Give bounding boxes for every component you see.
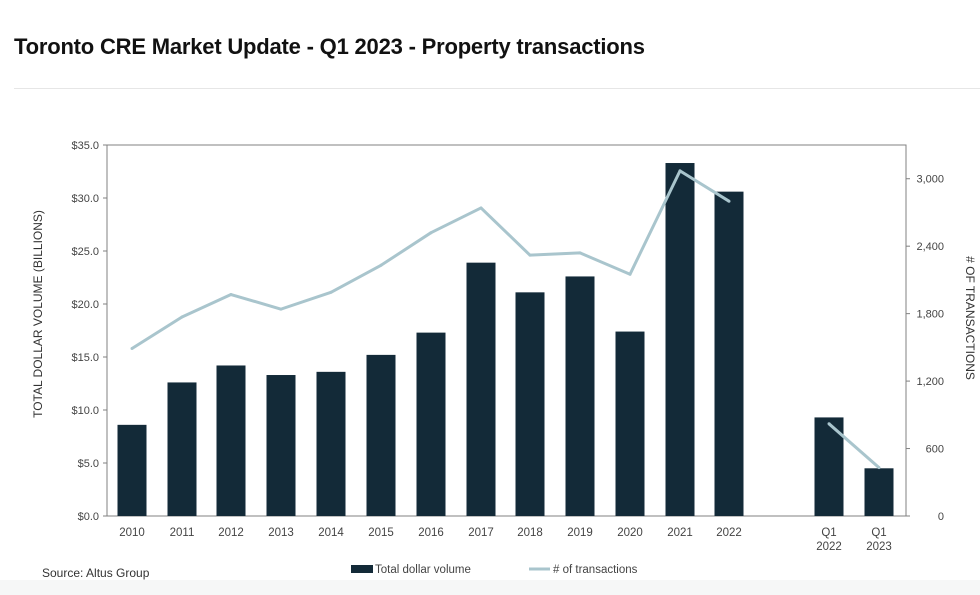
legend-label-total-dollar-volume: Total dollar volume — [375, 564, 471, 576]
footer-band — [0, 580, 980, 595]
legend-label-transactions: # of transactions — [553, 564, 638, 576]
y2-tick-label: 3,000 — [916, 174, 944, 186]
y-tick-label: $5.0 — [78, 458, 99, 470]
x-tick-label: 2019 — [567, 527, 593, 539]
y2-tick-label: 0 — [938, 511, 944, 523]
bar-total-dollar-volume — [515, 292, 545, 516]
bar-total-dollar-volume — [167, 382, 197, 516]
x-tick-label: 2013 — [268, 527, 294, 539]
y2-tick-label: 1,200 — [916, 376, 944, 388]
bar-total-dollar-volume — [565, 276, 595, 516]
point-transactions — [379, 263, 383, 267]
bar-total-dollar-volume — [416, 332, 446, 516]
bar-total-dollar-volume — [117, 424, 147, 516]
x-tick-label: 2020 — [617, 527, 643, 539]
x-tick-label: 2021 — [667, 527, 693, 539]
bar-total-dollar-volume — [714, 191, 744, 516]
bar-total-dollar-volume — [316, 371, 346, 516]
y-tick-label: $10.0 — [71, 405, 99, 417]
x-tick-label: 2018 — [517, 527, 543, 539]
x-tick-label: 2016 — [418, 527, 444, 539]
point-transactions — [329, 290, 333, 294]
bar-total-dollar-volume — [615, 331, 645, 516]
bar-total-dollar-volume — [665, 163, 695, 516]
x-tick-label: 2015 — [368, 527, 394, 539]
y-tick-label: $35.0 — [71, 140, 99, 152]
point-transactions — [877, 466, 881, 470]
source-note: Source: Altus Group — [42, 566, 150, 580]
bar-total-dollar-volume — [216, 365, 246, 516]
bar-total-dollar-volume — [466, 262, 496, 516]
y2-tick-label: 600 — [926, 444, 944, 456]
line-transactions-annual — [131, 169, 730, 350]
y2-tick-label: 2,400 — [916, 241, 944, 253]
point-transactions — [827, 422, 831, 426]
bar-total-dollar-volume — [864, 468, 894, 516]
bar-total-dollar-volume — [266, 375, 296, 516]
y2-tick-label: 1,800 — [916, 309, 944, 321]
x-tick-label: 2022 — [716, 527, 742, 539]
x-tick-label: 2010 — [119, 527, 145, 539]
x-tick-label: 2017 — [468, 527, 494, 539]
point-transactions — [628, 272, 632, 276]
page-title: Toronto CRE Market Update - Q1 2023 - Pr… — [14, 34, 645, 59]
x-tick-label: Q1 2023 — [866, 527, 892, 553]
point-transactions — [180, 315, 184, 319]
x-tick-label: 2012 — [218, 527, 244, 539]
title-divider — [14, 88, 980, 89]
y-tick-label: $20.0 — [71, 299, 99, 311]
point-transactions — [528, 253, 532, 257]
x-tick-label: 2014 — [318, 527, 344, 539]
point-transactions — [678, 169, 682, 173]
point-transactions — [578, 251, 582, 255]
y2-axis-label: # OF TRANSACTIONS — [963, 256, 977, 380]
y-tick-label: $30.0 — [71, 193, 99, 205]
x-tick-label: 2011 — [170, 527, 195, 539]
bar-total-dollar-volume — [366, 354, 396, 516]
y-axis-label: TOTAL DOLLAR VOLUME (BILLIONS) — [31, 210, 45, 418]
x-tick-label: Q1 2022 — [816, 527, 842, 553]
point-transactions — [279, 307, 283, 311]
point-transactions — [429, 231, 433, 235]
y-tick-label: $15.0 — [71, 352, 99, 364]
point-transactions — [229, 293, 233, 297]
plot-area — [106, 144, 907, 517]
line-transactions-quarterly — [828, 422, 880, 469]
y-tick-label: $25.0 — [71, 246, 99, 258]
point-transactions — [727, 199, 731, 203]
legend-swatch-total-dollar-volume — [351, 565, 373, 573]
point-transactions — [130, 346, 134, 350]
y-tick-label: $0.0 — [78, 511, 99, 523]
point-transactions — [479, 206, 483, 210]
